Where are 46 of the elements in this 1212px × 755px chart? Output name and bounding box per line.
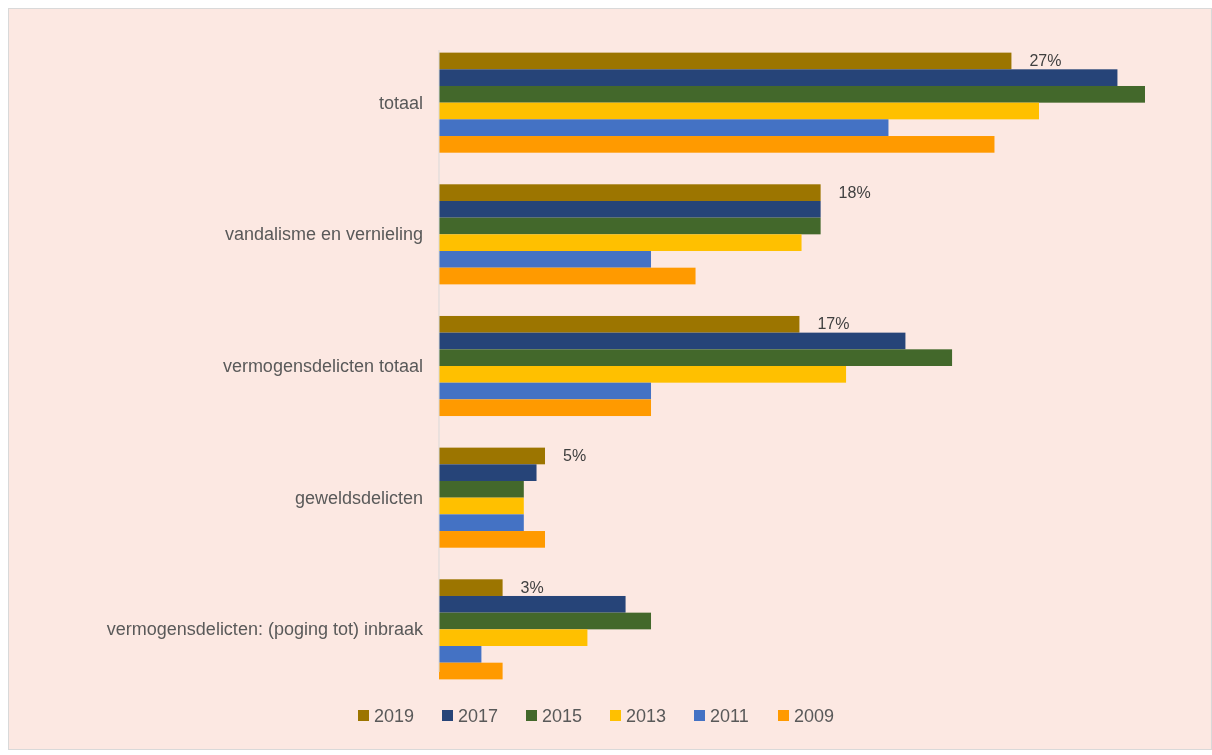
bar [439,184,821,201]
data-label: 18% [838,183,871,201]
bar [439,267,696,285]
bar [439,595,626,613]
bar [439,136,995,153]
legend-label: 2013 [626,706,667,726]
bar [439,366,847,383]
bar [439,217,821,235]
data-label: 17% [817,315,850,333]
bar [439,480,524,498]
bar [439,612,652,630]
y-tick-label: vandalisme en vernieling [224,224,423,245]
bar [439,464,537,481]
bar [439,349,953,366]
data-label: 27% [1029,51,1062,69]
data-label: 3% [520,578,544,596]
bar [439,332,906,350]
bar [439,646,482,663]
legend-label: 2009 [794,706,835,726]
bar [439,662,503,680]
bar [439,52,1012,70]
y-tick-label: totaal [378,92,423,113]
bar [439,497,524,515]
legend-label: 2011 [710,706,749,726]
data-label: 5% [563,446,587,464]
bar [439,447,546,465]
bar [439,251,652,268]
bar [439,579,503,596]
bar [439,315,800,333]
bar [439,514,524,532]
bar [439,69,1118,86]
bar [439,531,546,548]
bar [439,200,821,218]
bar [439,382,652,400]
y-tick-label: vermogensdelicten totaal [222,356,423,376]
bar [439,629,588,647]
bar [439,399,652,417]
y-tick-label: vermogensdelicten: (poging tot) inbraak [106,619,424,640]
legend-label: 2015 [542,706,583,726]
bar [439,102,1039,120]
legend-label: 2017 [458,706,499,726]
bar [439,119,889,137]
y-tick-label: geweldsdelicten [294,487,423,508]
bar [439,234,802,252]
legend-label: 2019 [374,706,415,726]
bar [439,85,1145,103]
